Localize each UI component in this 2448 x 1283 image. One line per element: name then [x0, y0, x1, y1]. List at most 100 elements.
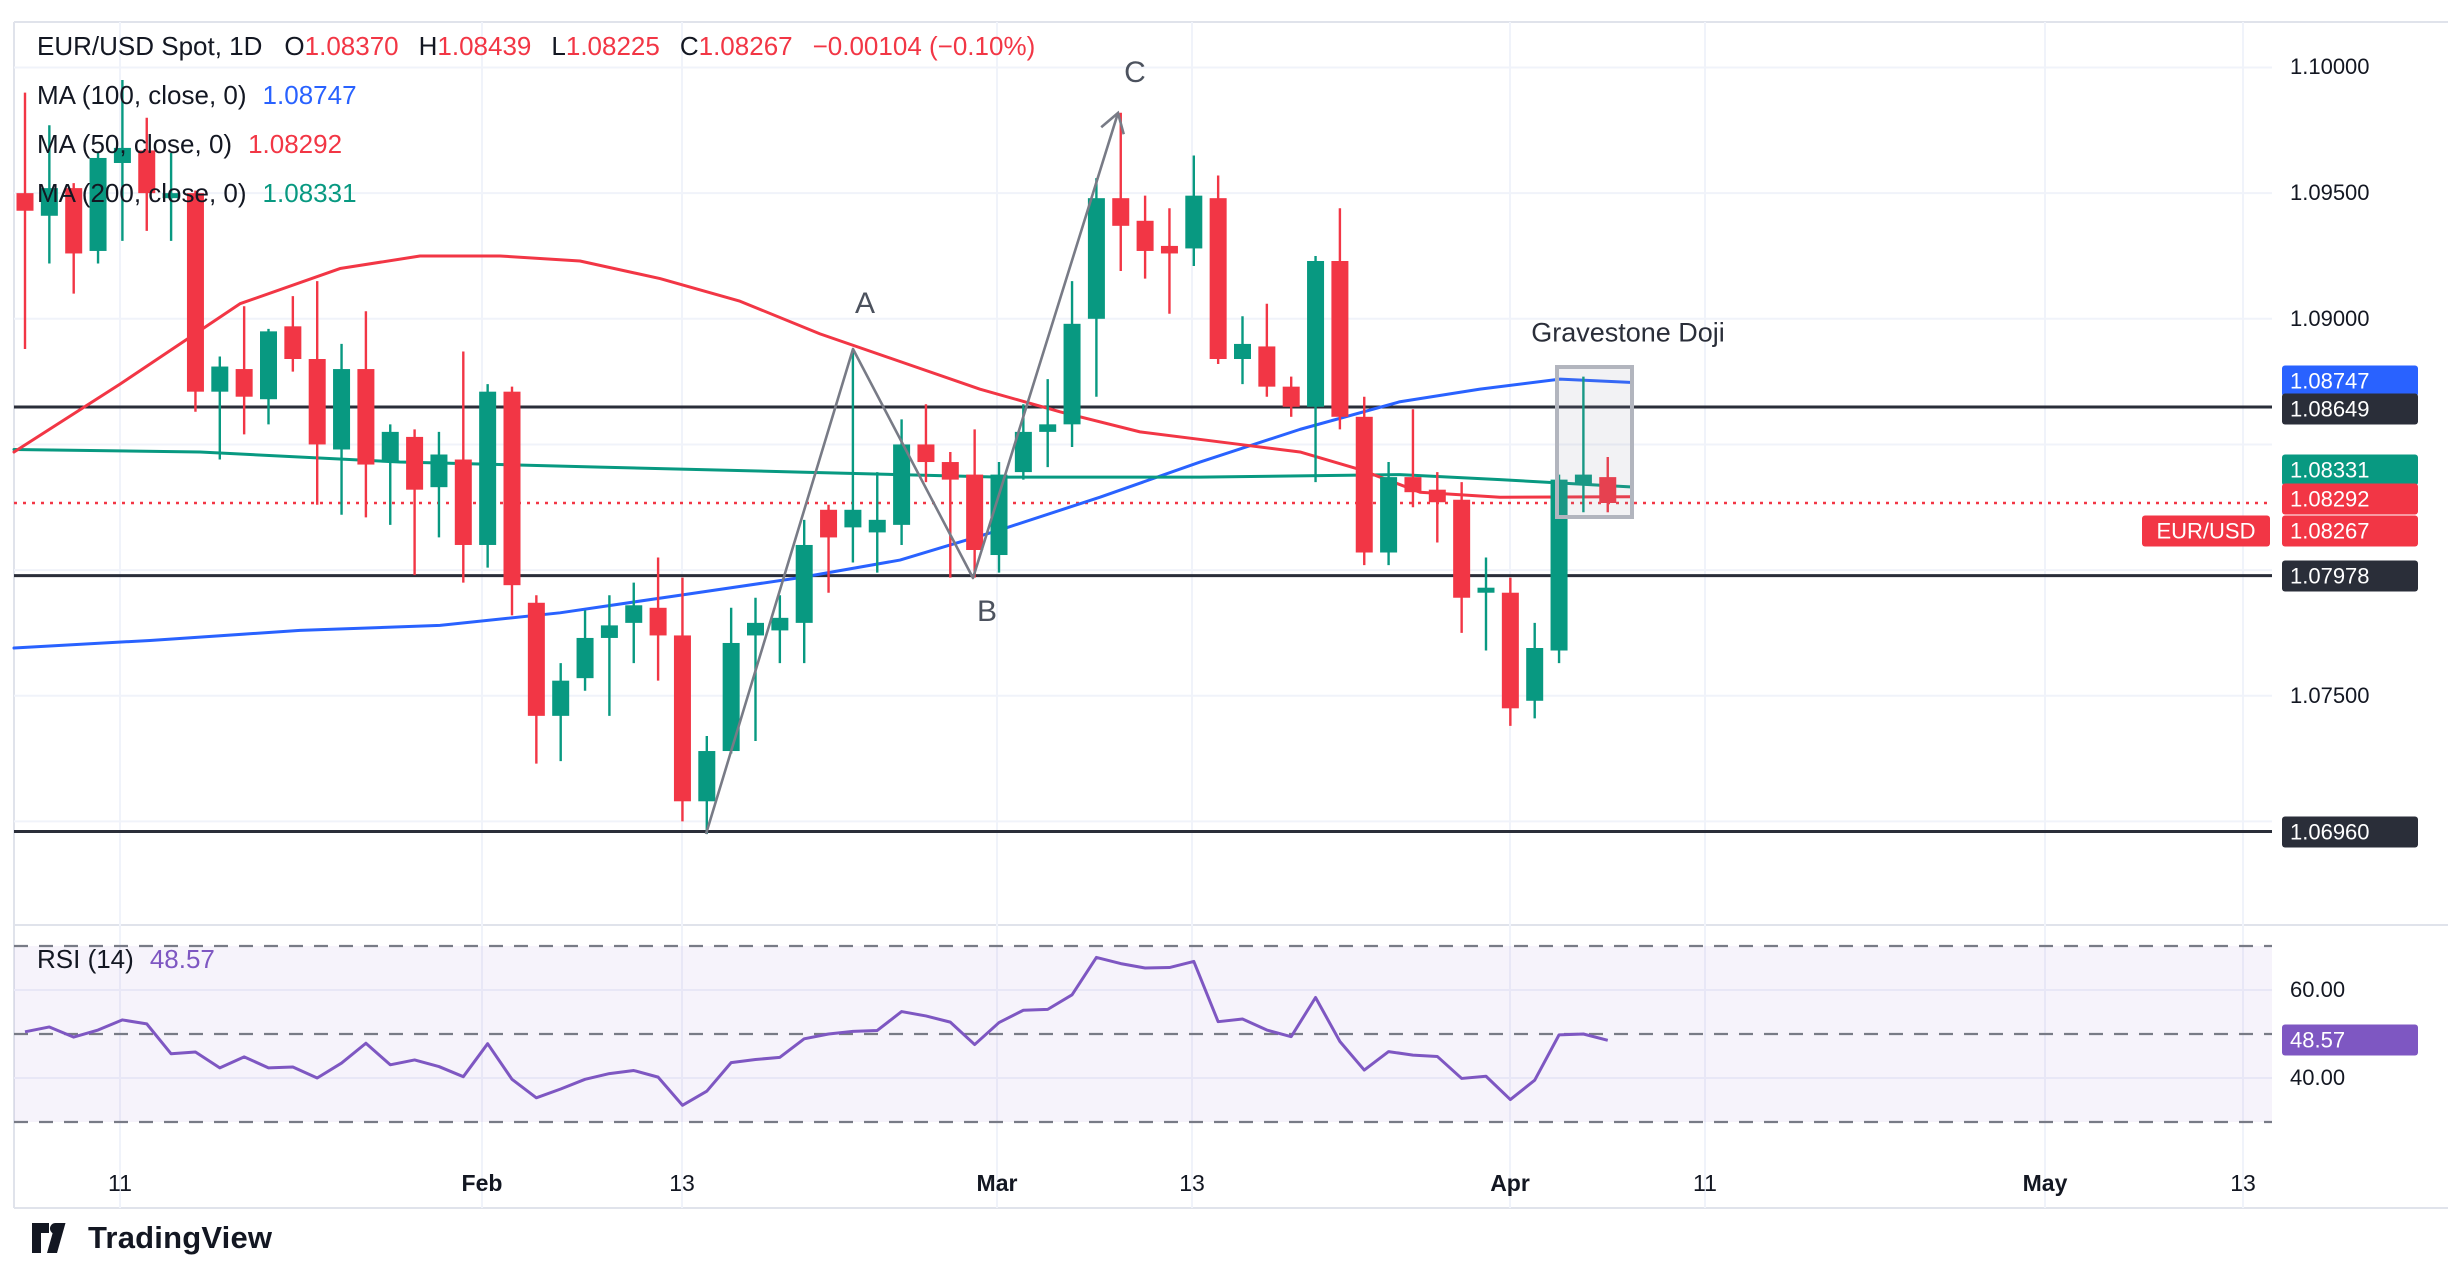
- time-tick-Apr: Apr: [1490, 1170, 1530, 1196]
- candle: [1185, 155, 1203, 267]
- point-c-label: C: [1124, 56, 1146, 89]
- candle: [1087, 178, 1105, 397]
- time-axis[interactable]: 11 Feb 13 Mar 13 Apr 11 May 13: [0, 1160, 2448, 1208]
- price-tick: 1.09000: [2290, 305, 2370, 331]
- candle: [1136, 195, 1154, 279]
- candle: [673, 577, 691, 822]
- gravestone-doji-box[interactable]: [1555, 365, 1634, 519]
- price-axis[interactable]: 1.10000 1.09500 1.09000 1.07500 60.00 40.00 1.…: [2142, 0, 2448, 1283]
- candle: [868, 472, 886, 573]
- candle: [698, 735, 716, 834]
- candle: [1331, 208, 1349, 430]
- candle: [454, 351, 472, 583]
- price-badge-48.57: 48.57: [2282, 1024, 2418, 1056]
- candle: [1039, 379, 1057, 468]
- ma200-label: MA (200, close, 0): [37, 178, 247, 208]
- candle: [795, 519, 813, 664]
- legend: EUR/USD Spot, 1D O1.08370 H1.08439 L1.08…: [37, 22, 1035, 218]
- candle: [1453, 482, 1471, 633]
- price-badge-1.08292: 1.08292: [2282, 483, 2418, 515]
- ma50-value: 1.08292: [248, 129, 343, 159]
- candle: [1258, 303, 1276, 397]
- candle: [1234, 316, 1251, 385]
- candle: [917, 404, 935, 483]
- time-tick-11: 11: [1693, 1170, 1717, 1196]
- symbol-row: EUR/USD Spot, 1D O1.08370 H1.08439 L1.08…: [37, 22, 1035, 71]
- price-tick: 1.10000: [2290, 54, 2370, 80]
- ohlc-open: O1.08370: [284, 31, 399, 61]
- ma100-label: MA (100, close, 0): [37, 80, 247, 110]
- candle: [893, 419, 911, 545]
- ma50-row[interactable]: MA (50, close, 0) 1.08292: [37, 120, 1035, 169]
- candle: [430, 431, 448, 538]
- symbol-tag-badge: EUR/USD: [2142, 515, 2270, 547]
- candle: [235, 306, 253, 435]
- candle: [722, 607, 740, 754]
- price-badge-1.08649: 1.08649: [2282, 393, 2418, 425]
- candle: [552, 663, 570, 762]
- time-tick-May: May: [2022, 1170, 2068, 1196]
- candle: [600, 595, 618, 716]
- candle: [406, 429, 424, 576]
- rsi-line[interactable]: [24, 955, 1609, 1107]
- candle: [941, 451, 959, 578]
- ma200-row[interactable]: MA (200, close, 0) 1.08331: [37, 169, 1035, 218]
- time-tick-Mar: Mar: [976, 1170, 1018, 1196]
- candle: [966, 429, 984, 578]
- candle: [1160, 208, 1178, 314]
- time-tick-13: 13: [669, 1170, 695, 1196]
- abc-zigzag-line[interactable]: [704, 112, 1120, 835]
- ohlc-low: L1.08225: [551, 31, 660, 61]
- rsi-label: RSI (14): [37, 944, 134, 974]
- price-badge-1.08267: 1.08267: [2282, 515, 2418, 547]
- candle: [65, 183, 83, 294]
- ma50-label: MA (50, close, 0): [37, 129, 233, 159]
- candle: [649, 557, 667, 681]
- candle: [381, 424, 399, 525]
- price-badge-1.07978: 1.07978: [2282, 560, 2418, 592]
- rsi-tick: 60.00: [2290, 977, 2346, 1002]
- price-badge-1.06960: 1.06960: [2282, 816, 2418, 848]
- candle: [1209, 175, 1227, 365]
- candle: [1282, 376, 1300, 417]
- candle: [844, 348, 862, 563]
- time-tick-13: 13: [1179, 1170, 1205, 1196]
- rsi-legend[interactable]: RSI (14) 48.57: [37, 944, 215, 975]
- tradingview-logo-text: TradingView: [88, 1220, 273, 1255]
- candle: [820, 504, 838, 593]
- ohlc-close: C1.08267: [679, 31, 793, 61]
- rsi-value: 48.57: [149, 944, 215, 974]
- tradingview-logo[interactable]: TradingView: [30, 1220, 272, 1256]
- ma100-row[interactable]: MA (100, close, 0) 1.08747: [37, 71, 1035, 120]
- change-value: −0.00104 (−0.10%): [812, 31, 1036, 61]
- symbol-title[interactable]: EUR/USD Spot, 1D: [37, 31, 263, 61]
- candle: [527, 595, 545, 764]
- candle: [479, 384, 497, 568]
- candle: [1112, 112, 1130, 272]
- candle: [503, 386, 521, 616]
- candle: [89, 152, 107, 264]
- candle: [990, 462, 1008, 573]
- candle: [1550, 474, 1568, 664]
- candle: [138, 117, 156, 231]
- time-tick-13: 13: [2230, 1170, 2256, 1196]
- candle: [16, 92, 34, 349]
- gravestone-doji-label: Gravestone Doji: [1531, 317, 1725, 348]
- candle: [1404, 409, 1422, 508]
- tradingview-logo-icon: [32, 1223, 66, 1253]
- time-tick-11: 11: [108, 1170, 132, 1196]
- candle: [576, 610, 594, 691]
- candle: [357, 311, 375, 518]
- candle: [1380, 462, 1398, 566]
- ohlc-high: H1.08439: [418, 31, 532, 61]
- candle: [113, 80, 131, 241]
- rsi-tick: 40.00: [2290, 1065, 2346, 1090]
- point-b-label: B: [976, 595, 998, 628]
- candle: [1574, 376, 1592, 513]
- time-tick-Feb: Feb: [461, 1170, 503, 1196]
- ma50-line[interactable]: [12, 254, 1632, 499]
- zigzag-arrowhead: [1100, 110, 1125, 135]
- ma100-value: 1.08747: [262, 80, 357, 110]
